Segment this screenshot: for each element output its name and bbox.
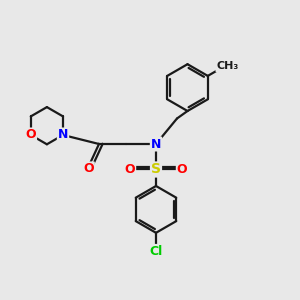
Text: O: O [124, 163, 135, 176]
Text: CH₃: CH₃ [216, 61, 238, 71]
Text: Cl: Cl [149, 245, 163, 258]
Text: O: O [177, 163, 188, 176]
Text: O: O [83, 162, 94, 176]
Text: N: N [58, 128, 68, 142]
Text: S: S [151, 163, 161, 176]
Text: N: N [151, 137, 161, 151]
Text: O: O [26, 128, 36, 142]
